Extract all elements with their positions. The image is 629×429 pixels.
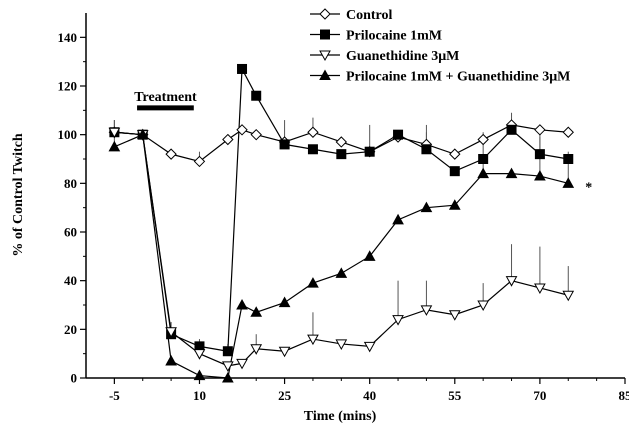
x-tick-label: 70 (533, 388, 546, 403)
series-4-point (392, 213, 404, 225)
series-1-point (236, 124, 248, 136)
x-tick-label: 10 (193, 388, 206, 403)
y-tick-label: 20 (64, 322, 77, 337)
series-4-point (420, 201, 433, 213)
series-2-point (449, 166, 460, 177)
series-4-point (221, 371, 234, 383)
x-axis: -5 10 25 40 55 70 85 (86, 377, 629, 403)
series-3-point (562, 290, 575, 302)
legend-marker-3 (319, 50, 331, 62)
series-markers (108, 63, 575, 383)
series-lines (114, 66, 569, 379)
series-4-point (165, 354, 177, 366)
y-tick-label: 40 (64, 273, 77, 288)
series-2-point (506, 124, 517, 135)
legend-label-4: Prilocaine 1mM + Guanethidine 3μM (346, 70, 570, 85)
y-tick-label: 140 (58, 30, 78, 45)
series-3-line (114, 131, 569, 367)
series-2-point (279, 139, 290, 150)
series-4-point (236, 298, 248, 310)
series-3-point (505, 276, 518, 287)
series-2-point (336, 149, 347, 160)
series-2-point (421, 144, 432, 155)
series-4-point (477, 167, 490, 179)
y-axis: 0 20 40 60 80 100 120 140 (58, 13, 87, 386)
y-axis-title: % of Control Twitch (11, 133, 26, 256)
series-2-point (222, 346, 233, 357)
series-4-point (193, 369, 206, 381)
series-3-point (448, 310, 461, 321)
series-2-point (251, 90, 262, 101)
series-1-point (250, 128, 262, 141)
series-2-point (393, 129, 404, 140)
series-4-point (250, 306, 263, 317)
series-2-point (364, 146, 375, 157)
series-4-point (136, 128, 149, 140)
series-4-point (108, 140, 121, 152)
series-1-point (534, 124, 546, 136)
series-3-point (278, 346, 291, 358)
series-2-point (307, 144, 318, 155)
series-4-point (534, 170, 546, 181)
series-3-point (335, 339, 348, 350)
legend-marker-2 (320, 29, 330, 40)
legend-marker-4 (319, 69, 331, 80)
series-3-point (534, 283, 546, 294)
series-3-point (193, 349, 206, 360)
x-tick-label: 85 (619, 388, 629, 403)
series-1-point (307, 126, 319, 138)
series-1-point (193, 155, 206, 168)
legend-label-3: Guanethidine 3μM (346, 49, 459, 64)
series-4-point (335, 267, 348, 278)
x-tick-label: 40 (363, 388, 376, 403)
series-2-point (534, 149, 545, 160)
series-2-point (237, 63, 248, 74)
series-1-point (165, 148, 177, 160)
y-tick-label: 80 (64, 176, 77, 191)
series-4-point (505, 167, 518, 179)
annotations: Treatment * (134, 90, 592, 195)
series-1-point (449, 148, 461, 160)
series-3-point (420, 305, 433, 316)
series-2-point (563, 154, 574, 164)
y-tick-label: 120 (58, 79, 78, 94)
y-tick-label: 60 (64, 225, 77, 240)
series-3-point (363, 341, 376, 353)
series-4-point (562, 177, 575, 188)
y-tick-label: 100 (58, 127, 78, 142)
legend-marker-1 (319, 8, 331, 20)
series-4-point (448, 199, 461, 210)
legend: Control Prilocaine 1mM Guanethidine 3μM Pri… (310, 8, 570, 85)
series-3-point (108, 127, 121, 139)
series-1-point (335, 136, 348, 148)
x-tick-label: 55 (448, 388, 462, 403)
series-3-point (477, 300, 490, 312)
significance-marker: * (585, 180, 592, 195)
x-tick-label: -5 (109, 388, 120, 403)
treatment-label: Treatment (134, 90, 197, 105)
x-axis-title: Time (mins) (304, 409, 377, 424)
series-1-point (477, 133, 489, 146)
series-3-point (165, 327, 177, 338)
series-1-point (562, 126, 574, 138)
series-2-point (478, 154, 489, 164)
series-3-point (221, 361, 234, 372)
y-tick-label: 0 (71, 371, 78, 386)
legend-label-2: Prilocaine 1mM (346, 29, 442, 44)
series-4-line (114, 133, 569, 379)
series-3-point (392, 315, 404, 326)
series-4-point (363, 250, 376, 261)
series-4-point (307, 277, 319, 288)
series-3-point (307, 334, 319, 346)
series-4-point (278, 296, 291, 308)
series-3-point (250, 344, 263, 355)
x-tick-label: 25 (278, 388, 292, 403)
series-2-line (114, 66, 569, 352)
series-1-line (114, 124, 569, 163)
series-3-point (236, 358, 248, 370)
legend-label-1: Control (346, 8, 393, 23)
error-bars (113, 112, 569, 352)
series-1-point (222, 133, 234, 146)
